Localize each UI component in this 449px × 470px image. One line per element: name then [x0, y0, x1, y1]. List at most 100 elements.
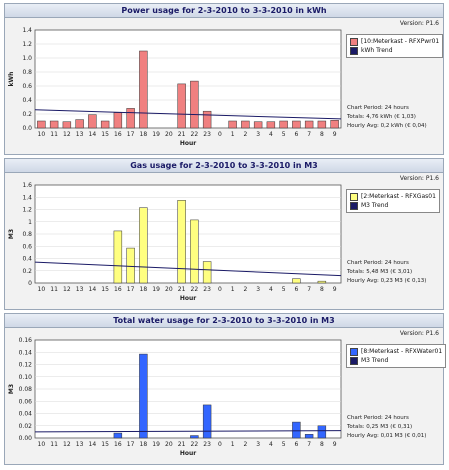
bar — [304, 434, 314, 439]
chart-title: Power usage for 2-3-2010 to 3-3-2010 in … — [5, 4, 443, 18]
x-tick-label: 10 — [38, 441, 46, 448]
x-tick-label: 19 — [152, 131, 160, 138]
x-tick-label: 13 — [76, 441, 84, 448]
x-axis-label: Hour — [180, 140, 196, 147]
x-tick-label: 22 — [191, 441, 199, 448]
x-tick-label: 1 — [231, 286, 235, 293]
x-tick-label: 17 — [127, 286, 135, 293]
bar — [241, 120, 250, 129]
x-axis-label: Hour — [180, 450, 196, 457]
x-tick-label: 20 — [165, 441, 173, 448]
chart-period: Chart Period: 24 hours — [347, 260, 409, 266]
chart-info: Chart Period: 24 hours Totals: 5,48 M3 (… — [347, 259, 426, 286]
bar — [139, 353, 148, 439]
x-tick-label: 8 — [320, 286, 324, 293]
x-tick-label: 10 — [38, 286, 46, 293]
x-tick-label: 18 — [140, 441, 148, 448]
legend-item: [2:Meterkast - RFXGas01 — [350, 192, 436, 201]
gas-chart-panel: Gas usage for 2-3-2010 to 3-3-2010 in M3… — [4, 158, 444, 310]
x-tick-label: 6 — [294, 131, 298, 138]
x-tick-label: 12 — [63, 286, 71, 293]
x-tick-label: 4 — [269, 286, 273, 293]
x-tick-label: 9 — [333, 131, 337, 138]
bar — [202, 261, 212, 284]
x-tick-label: 9 — [333, 441, 337, 448]
chart-period: Chart Period: 24 hours — [347, 105, 409, 111]
x-tick-label: 5 — [282, 441, 286, 448]
trend-line — [34, 261, 342, 277]
y-tick-label: 0.6 — [22, 83, 32, 90]
y-tick-label: 0.02 — [19, 423, 33, 430]
chart-info: Chart Period: 24 hours Totals: 0,25 M3 (… — [347, 414, 426, 441]
bar — [190, 80, 199, 129]
x-tick-label: 2 — [243, 286, 247, 293]
x-tick-label: 4 — [269, 441, 273, 448]
bar — [126, 247, 135, 284]
chart-totals: Totals: 0,25 M3 (€ 0,31) — [347, 424, 413, 430]
bar — [202, 404, 212, 439]
x-tick-label: 14 — [89, 441, 97, 448]
y-tick-label: 1.4 — [22, 27, 32, 34]
legend-label: [10:Meterkast - RFXPwr01 — [361, 38, 440, 45]
bar — [113, 112, 123, 129]
chart-totals: Totals: 4,76 kWh (€ 1,03) — [347, 114, 416, 120]
legend-item: M3 Trend — [350, 201, 436, 210]
bar — [139, 207, 148, 284]
y-tick-label: 0.04 — [19, 411, 33, 418]
bar — [304, 120, 314, 129]
x-tick-label: 11 — [50, 131, 58, 138]
bar — [49, 120, 59, 129]
bar — [37, 120, 46, 129]
bar — [88, 114, 97, 129]
x-tick-label: 7 — [307, 131, 311, 138]
y-tick-label: 0.0 — [22, 125, 32, 132]
legend-item: kWh Trend — [350, 46, 439, 55]
x-tick-label: 14 — [89, 286, 97, 293]
y-tick-label: 0.2 — [22, 111, 32, 118]
y-tick-label: 0.08 — [19, 386, 33, 393]
y-tick-label: 0.8 — [22, 69, 32, 76]
bar — [177, 83, 186, 129]
chart-hourly-avg: Hourly Avg: 0,01 M3 (€ 0,01) — [347, 433, 427, 439]
x-tick-label: 17 — [127, 441, 135, 448]
x-tick-label: 22 — [191, 131, 199, 138]
x-tick-label: 23 — [203, 441, 211, 448]
x-tick-label: 18 — [140, 131, 148, 138]
bar — [75, 119, 84, 129]
x-tick-label: 16 — [114, 131, 122, 138]
legend-swatch — [350, 192, 358, 201]
x-tick-label: 3 — [256, 131, 260, 138]
x-tick-label: 4 — [269, 131, 273, 138]
x-tick-label: 21 — [178, 441, 186, 448]
x-tick-label: 17 — [127, 131, 135, 138]
y-tick-label: 1.0 — [22, 55, 32, 62]
y-tick-label: 0.10 — [19, 374, 33, 381]
x-tick-label: 16 — [114, 441, 122, 448]
version-label: Version: P1.6 — [399, 20, 439, 27]
x-tick-label: 21 — [178, 286, 186, 293]
y-tick-label: 0.16 — [19, 337, 33, 344]
chart-legend: [10:Meterkast - RFXPwr01 kWh Trend — [346, 34, 444, 58]
y-tick-label: 1.4 — [22, 194, 32, 201]
x-tick-label: 21 — [178, 131, 186, 138]
y-tick-label: 0.12 — [19, 362, 33, 369]
version-label: Version: P1.6 — [399, 175, 439, 182]
x-tick-label: 3 — [256, 286, 260, 293]
chart-title: Gas usage for 2-3-2010 to 3-3-2010 in M3 — [5, 159, 443, 173]
bar — [126, 108, 135, 129]
bar — [330, 120, 339, 129]
bar — [317, 425, 327, 439]
legend-label: kWh Trend — [361, 47, 393, 54]
y-tick-label: 1.2 — [22, 41, 32, 48]
x-tick-label: 20 — [165, 131, 173, 138]
x-tick-label: 22 — [191, 286, 199, 293]
bar — [100, 120, 110, 129]
bar — [177, 200, 186, 284]
bar — [292, 120, 301, 129]
bar — [253, 121, 263, 129]
water-chart-plot: 0.000.020.040.060.080.100.120.140.16M310… — [8, 337, 342, 457]
y-tick-label: 0 — [28, 280, 32, 287]
x-tick-label: 8 — [320, 131, 324, 138]
chart-title: Total water usage for 2-3-2010 to 3-3-20… — [5, 314, 443, 328]
